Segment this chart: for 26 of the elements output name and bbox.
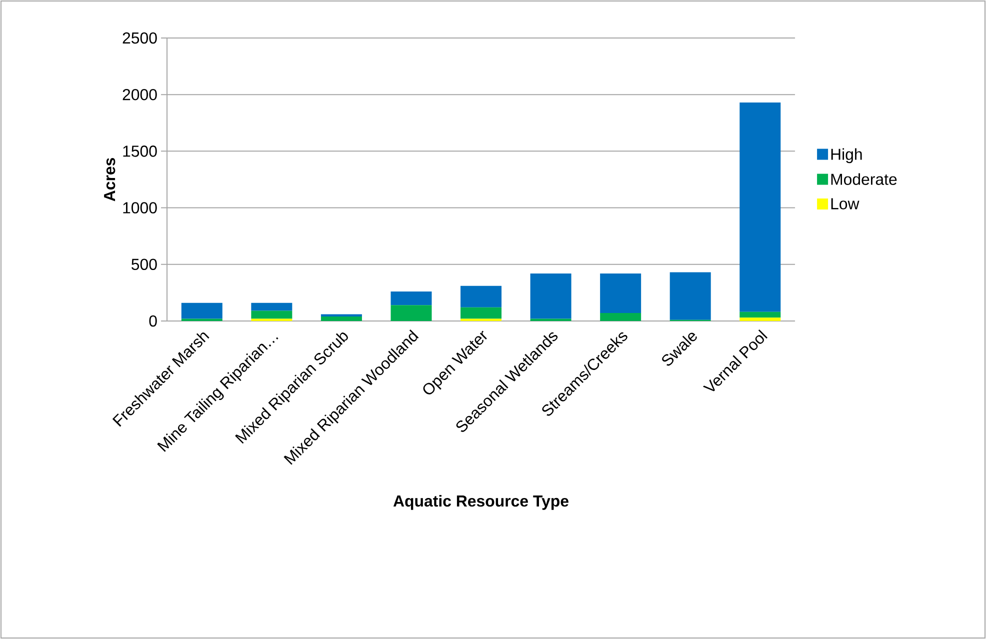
bar bbox=[181, 302, 222, 319]
x-axis-title: Aquatic Resource Type bbox=[393, 494, 568, 510]
bar bbox=[740, 318, 781, 321]
bar bbox=[740, 102, 781, 312]
bar bbox=[251, 302, 292, 311]
y-axis-title: Acres bbox=[104, 158, 116, 202]
legend-label: Moderate bbox=[831, 173, 897, 185]
bar bbox=[460, 286, 502, 308]
bar bbox=[600, 273, 642, 314]
bar bbox=[530, 273, 572, 319]
legend-label: Low bbox=[831, 198, 860, 210]
bar bbox=[390, 292, 432, 306]
y-tick-label: 1500 bbox=[123, 146, 157, 157]
y-tick-label: 0 bbox=[149, 315, 157, 327]
y-tick-label: 1000 bbox=[123, 202, 157, 214]
y-tick-label: 2500 bbox=[122, 32, 157, 44]
bar bbox=[740, 312, 781, 318]
bar bbox=[390, 305, 432, 321]
bar bbox=[600, 313, 642, 321]
bar bbox=[251, 310, 292, 319]
legend-label: High bbox=[831, 148, 862, 164]
bar bbox=[320, 316, 362, 321]
y-tick-label: 2000 bbox=[122, 88, 157, 100]
bar bbox=[460, 307, 502, 319]
y-tick-label: 500 bbox=[132, 258, 157, 270]
bar bbox=[670, 272, 711, 320]
